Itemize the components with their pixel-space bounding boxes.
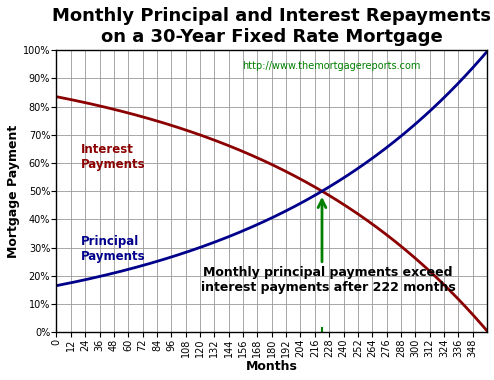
X-axis label: Months: Months bbox=[246, 360, 298, 373]
Y-axis label: Mortgage Payment: Mortgage Payment bbox=[7, 125, 20, 258]
Text: Interest
Payments: Interest Payments bbox=[81, 143, 145, 171]
Text: Monthly principal payments exceed
interest payments after 222 months: Monthly principal payments exceed intere… bbox=[201, 266, 455, 294]
Text: http://www.themortgagereports.com: http://www.themortgagereports.com bbox=[243, 61, 421, 71]
Title: Monthly Principal and Interest Repayments
on a 30-Year Fixed Rate Mortgage: Monthly Principal and Interest Repayment… bbox=[52, 7, 491, 46]
Text: Principal
Payments: Principal Payments bbox=[81, 235, 145, 263]
